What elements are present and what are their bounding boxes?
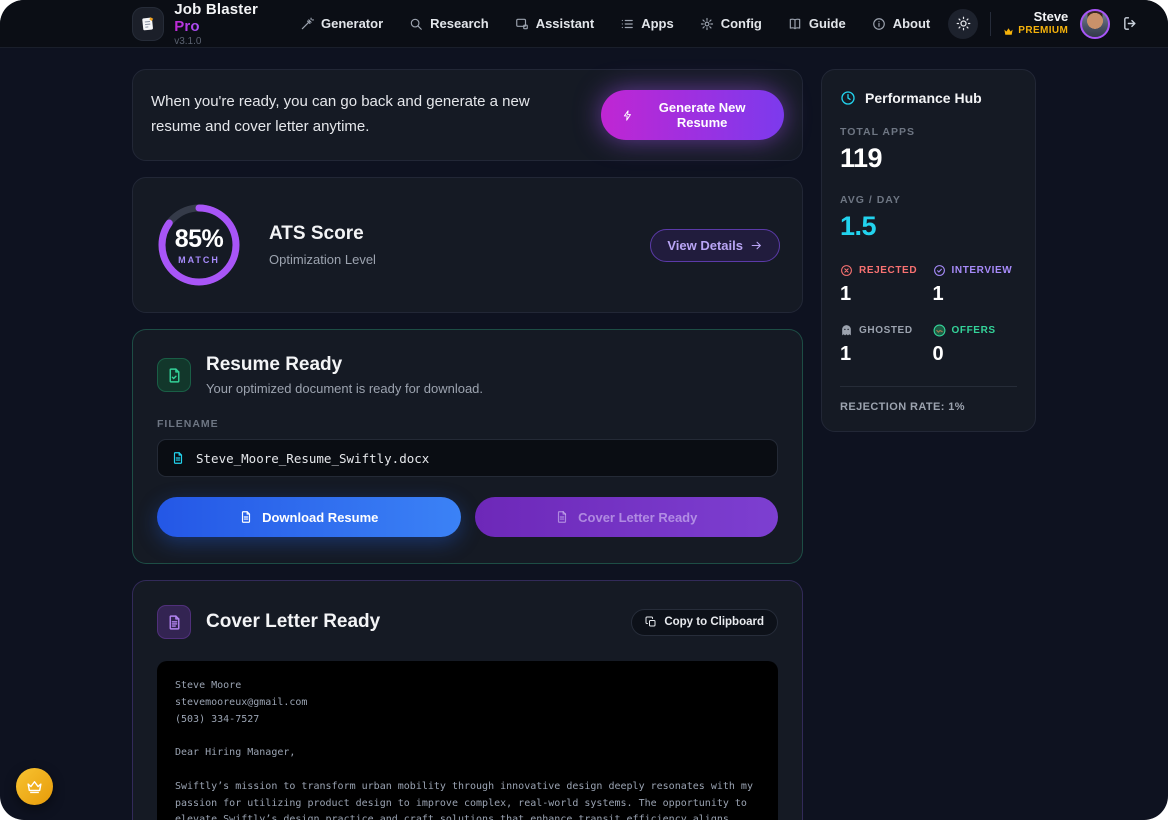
regenerate-banner: When you're ready, you can go back and g… (132, 69, 803, 161)
resume-doc-check-icon (157, 358, 191, 392)
assistant-icon (515, 18, 528, 29)
ats-match-label: MATCH (178, 255, 220, 265)
sun-icon (956, 16, 971, 31)
resume-ready-title: Resume Ready (206, 354, 343, 375)
circle-check-icon (933, 265, 945, 276)
banner-text: When you're ready, you can go back and g… (151, 93, 530, 135)
cover-letter-doc-icon (157, 605, 191, 639)
file-icon (173, 452, 183, 464)
copy-to-clipboard-button[interactable]: Copy to Clipboard (631, 608, 778, 636)
ats-subtitle: Optimization Level (269, 252, 376, 267)
ats-title: ATS Score (269, 223, 364, 244)
total-apps-label: TOTAL APPS (840, 126, 915, 138)
user-info: Steve PREMIUM (1003, 9, 1068, 38)
document-icon (242, 511, 251, 523)
nav-item-guide[interactable]: Guide (788, 16, 846, 31)
stat-offers: OFFERS 0 (932, 324, 996, 365)
logout-button[interactable] (1122, 15, 1139, 32)
logout-icon (1124, 17, 1136, 30)
filename-label: FILENAME (157, 418, 219, 430)
rejection-rate: REJECTION RATE: 1% (840, 401, 965, 413)
app-title: Job Blaster Pro (174, 0, 259, 35)
avg-day-label: AVG / DAY (840, 194, 901, 206)
cover-letter-body[interactable]: Steve Moore stevemooreux@gmail.com (503)… (157, 661, 778, 820)
app-title-accent: Pro (174, 17, 200, 35)
resume-ready-subtitle: Your optimized document is ready for dow… (206, 381, 484, 396)
handshake-icon (933, 324, 945, 337)
nav-divider (990, 11, 992, 36)
user-tier-badge: PREMIUM (1003, 25, 1068, 38)
cover-letter-title: Cover Letter Ready (206, 611, 381, 632)
theme-toggle-button[interactable] (948, 8, 979, 39)
resume-ready-card: Resume Ready Your optimized document is … (132, 329, 803, 564)
nav-item-assistant[interactable]: Assistant (515, 16, 594, 31)
clock-icon (841, 91, 855, 105)
wand-icon (301, 17, 314, 29)
info-icon (872, 17, 885, 30)
cover-letter-ready-button[interactable]: Cover Letter Ready (474, 497, 778, 537)
stat-ghosted: GHOSTED 1 (840, 325, 913, 365)
stat-interview: INTERVIEW 1 (932, 265, 1013, 305)
bolt-icon (623, 109, 631, 121)
premium-fab-button[interactable] (16, 768, 53, 805)
ats-progress-ring: 85% MATCH (155, 201, 243, 289)
ghost-icon (842, 325, 851, 336)
arrow-right-icon (751, 241, 761, 249)
nav-item-research[interactable]: Research (409, 16, 489, 31)
document-icon (558, 511, 567, 523)
book-icon (789, 18, 801, 29)
brand[interactable]: Job Blaster Pro v3.1.0 (132, 1, 282, 47)
download-resume-button[interactable]: Download Resume (157, 497, 461, 537)
performance-hub-title: Performance Hub (865, 90, 982, 106)
search-icon (410, 18, 422, 30)
stat-rejected: REJECTED 1 (840, 265, 918, 305)
circle-x-icon (841, 265, 852, 276)
filename-value: Steve_Moore_Resume_Swiftly.docx (196, 450, 430, 466)
gear-icon (700, 17, 713, 30)
avatar[interactable] (1080, 8, 1111, 39)
crown-icon (27, 781, 42, 794)
main-nav: Generator Research Assistant Apps Config (300, 16, 930, 31)
copy-icon (645, 616, 656, 627)
view-details-button[interactable]: View Details (650, 228, 780, 262)
nav-item-generator[interactable]: Generator (300, 16, 383, 31)
nav-item-apps[interactable]: Apps (620, 16, 674, 31)
ats-score-card: 85% MATCH ATS Score Optimization Level V… (132, 177, 803, 313)
cover-letter-card: Cover Letter Ready Copy to Clipboard Ste… (132, 580, 803, 820)
ats-score-value: 85% (174, 225, 224, 253)
total-apps-value: 119 (840, 143, 883, 173)
crown-icon (1004, 28, 1013, 35)
performance-hub-card: Performance Hub TOTAL APPS 119 AVG / DAY… (821, 69, 1036, 432)
nav-item-config[interactable]: Config (700, 16, 762, 31)
filename-field[interactable]: Steve_Moore_Resume_Swiftly.docx (157, 439, 778, 477)
app-version: v3.1.0 (174, 35, 202, 47)
avg-day-value: 1.5 (840, 211, 877, 241)
list-icon (621, 19, 634, 28)
user-name: Steve (1033, 9, 1069, 25)
app-logo-icon (132, 6, 165, 41)
hub-divider (840, 386, 1017, 387)
generate-new-resume-button[interactable]: Generate New Resume (601, 90, 784, 140)
top-navbar: Job Blaster Pro v3.1.0 Generator Researc… (0, 0, 1168, 48)
nav-item-about[interactable]: About (872, 16, 930, 31)
